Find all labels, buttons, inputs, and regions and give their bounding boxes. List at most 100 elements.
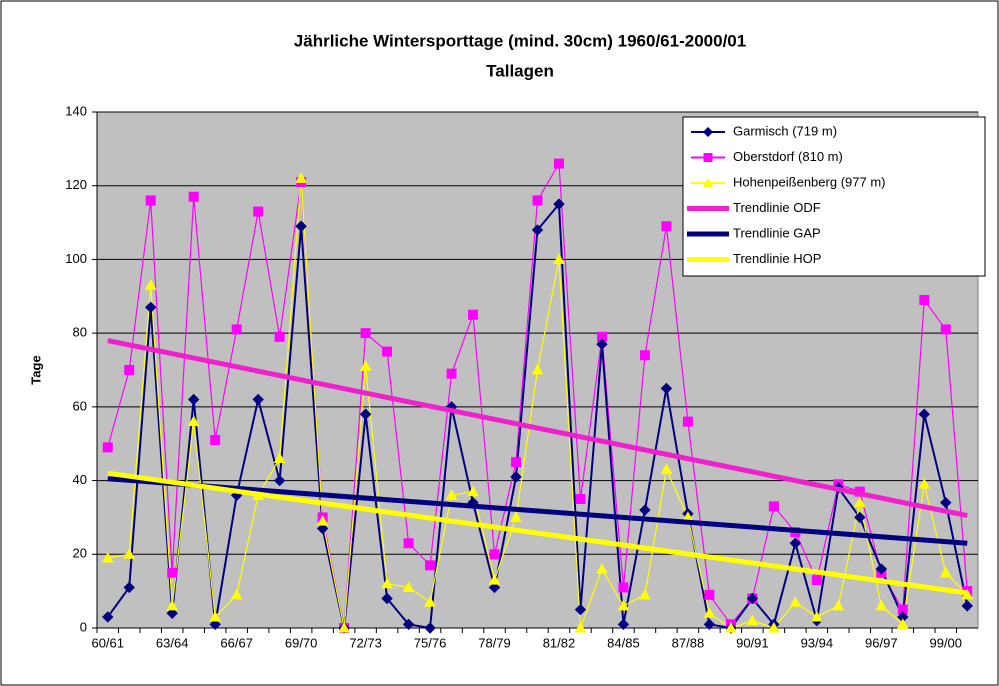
- legend-marker: [703, 178, 713, 187]
- legend-marker: [703, 153, 713, 162]
- point: [918, 408, 930, 420]
- trendline: [107, 338, 968, 519]
- point: [102, 611, 114, 623]
- point: [574, 621, 587, 633]
- point: [810, 610, 823, 622]
- point: [382, 346, 393, 357]
- point: [510, 471, 522, 483]
- trendline: [107, 470, 968, 596]
- point: [704, 589, 715, 600]
- point: [853, 496, 866, 508]
- point: [144, 279, 157, 290]
- point: [596, 562, 608, 574]
- point: [381, 592, 393, 605]
- x-tick-label: 96/97: [865, 635, 898, 650]
- point: [210, 435, 221, 446]
- point: [123, 548, 136, 559]
- point: [875, 563, 888, 575]
- point: [811, 575, 822, 586]
- point: [209, 618, 221, 631]
- point: [639, 350, 650, 361]
- point: [574, 603, 587, 616]
- legend: [682, 116, 986, 277]
- legend-label: Garmisch (719 m): [733, 123, 837, 138]
- legend-label: Trendlinie HOP: [733, 251, 821, 266]
- trendline: [107, 476, 968, 546]
- point: [316, 522, 329, 535]
- point: [660, 463, 673, 475]
- x-tick-label: 66/67: [220, 635, 253, 650]
- point: [316, 515, 329, 526]
- point: [854, 511, 866, 524]
- y-axis-label: Tage: [28, 355, 43, 384]
- x-tick-label: 63/64: [156, 635, 189, 650]
- point: [489, 549, 500, 560]
- x-tick-label: 87/88: [672, 635, 705, 650]
- point: [295, 220, 307, 232]
- point: [273, 474, 286, 487]
- point: [402, 581, 415, 592]
- point: [961, 600, 973, 612]
- x-tick-label: 81/82: [543, 635, 576, 650]
- point: [940, 496, 952, 509]
- point: [338, 621, 350, 633]
- point: [639, 588, 651, 600]
- x-tick-label: 69/70: [285, 635, 318, 650]
- point: [468, 309, 479, 320]
- x-tick-label: 90/91: [736, 635, 769, 650]
- point: [531, 224, 544, 236]
- point: [553, 253, 565, 264]
- point: [553, 198, 565, 210]
- point: [661, 221, 672, 232]
- point: [575, 494, 586, 504]
- point: [746, 592, 759, 605]
- x-tick-label: 78/79: [478, 635, 511, 650]
- point: [230, 588, 243, 600]
- point: [660, 382, 673, 395]
- y-tick-label: 0: [80, 619, 87, 634]
- legend-label: Trendlinie GAP: [733, 225, 821, 240]
- point: [768, 621, 780, 633]
- point: [360, 328, 371, 339]
- point: [187, 393, 200, 406]
- x-tick-label: 72/73: [349, 635, 382, 650]
- chart-subtitle: Tallagen: [486, 61, 554, 80]
- x-tick-label: 93/94: [801, 635, 834, 650]
- chart-title: Jährliche Wintersporttage (mind. 30cm) 1…: [294, 31, 746, 50]
- point: [746, 614, 759, 626]
- point: [167, 567, 178, 578]
- y-tick-label: 20: [73, 546, 87, 561]
- point: [231, 324, 242, 335]
- point: [618, 582, 629, 593]
- point: [488, 581, 501, 594]
- point: [295, 172, 307, 183]
- point: [273, 452, 286, 463]
- point: [166, 607, 178, 619]
- point: [789, 537, 802, 549]
- point: [768, 501, 779, 512]
- point: [145, 195, 156, 206]
- point: [703, 618, 716, 631]
- x-tick-label: 60/61: [91, 635, 124, 650]
- point: [532, 195, 543, 206]
- point: [511, 457, 522, 468]
- point: [467, 485, 479, 497]
- x-tick-label: 75/76: [414, 635, 447, 650]
- point: [896, 618, 909, 629]
- y-tick-label: 40: [73, 472, 87, 487]
- point: [596, 338, 608, 350]
- y-tick-label: 80: [73, 325, 87, 340]
- point: [639, 504, 651, 516]
- point: [789, 596, 802, 607]
- point: [381, 577, 393, 589]
- point: [359, 360, 372, 371]
- legend-label: Oberstdorf (810 m): [733, 149, 843, 164]
- point: [832, 599, 845, 611]
- point: [252, 393, 264, 406]
- point: [102, 442, 113, 453]
- point: [124, 365, 135, 375]
- point: [919, 294, 930, 305]
- point: [703, 607, 716, 618]
- point: [253, 206, 264, 217]
